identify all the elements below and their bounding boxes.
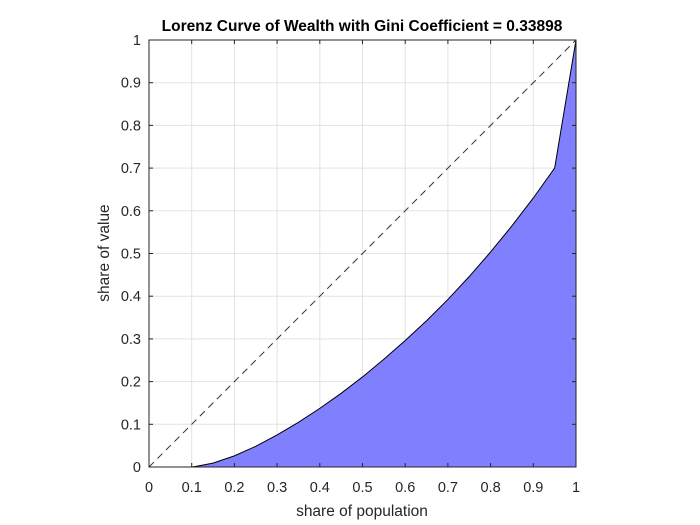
tick-marks (148, 39, 577, 468)
x-tick-labels: 0 0.1 0.2 0.3 0.4 0.5 0.6 0.7 0.8 0.9 1 (145, 480, 580, 496)
x-axis-label: share of population (296, 503, 428, 520)
x-tick-label-5: 0.5 (352, 480, 372, 496)
y-tick-label-4: 0.4 (121, 289, 141, 305)
y-tick-label-3: 0.3 (121, 332, 141, 348)
y-tick-label-8: 0.8 (121, 118, 141, 134)
y-tick-label-2: 0.2 (121, 375, 141, 391)
y-axis-label: share of value (96, 204, 113, 301)
x-tick-label-1: 0.1 (182, 480, 202, 496)
x-tick-label-7: 0.7 (438, 480, 458, 496)
x-tick-label-9: 0.9 (523, 480, 543, 496)
y-tick-label-10: 1 (133, 33, 141, 49)
y-tick-label-1: 0.1 (121, 417, 141, 433)
x-tick-label-6: 0.6 (395, 480, 415, 496)
x-tick-label-10: 1 (572, 480, 580, 496)
y-tick-label-9: 0.9 (121, 76, 141, 92)
x-tick-label-2: 0.2 (224, 480, 244, 496)
x-tick-label-8: 0.8 (481, 480, 501, 496)
y-tick-label-0: 0 (133, 460, 141, 476)
chart-title: Lorenz Curve of Wealth with Gini Coeffic… (162, 18, 563, 35)
equality-diagonal-line (148, 39, 577, 468)
lorenz-curve-line (149, 39, 577, 468)
y-tick-label-5: 0.5 (121, 247, 141, 263)
x-tick-label-0: 0 (145, 480, 153, 496)
y-tick-label-6: 0.6 (121, 204, 141, 220)
x-tick-label-3: 0.3 (267, 480, 287, 496)
y-tick-label-7: 0.7 (121, 161, 141, 177)
y-tick-labels: 0 0.1 0.2 0.3 0.4 0.5 0.6 0.7 0.8 0.9 1 (121, 33, 141, 476)
x-tick-label-4: 0.4 (310, 480, 330, 496)
lorenz-area-fill (149, 40, 576, 467)
